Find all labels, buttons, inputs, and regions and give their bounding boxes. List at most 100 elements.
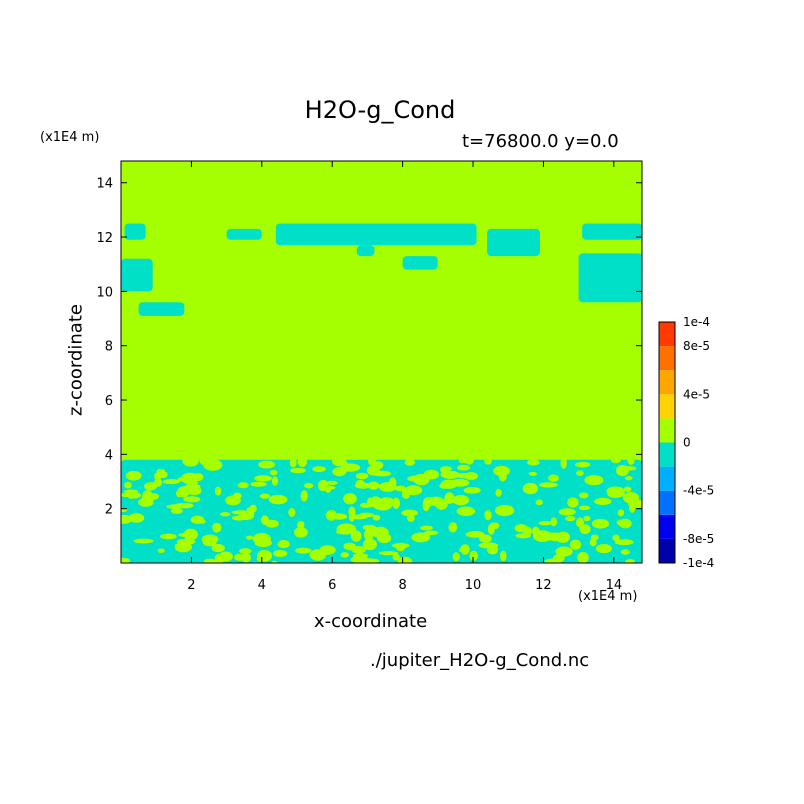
texture-blob [268,494,288,505]
texture-blob [495,488,502,497]
x-tick-label: 12 [535,578,552,593]
texture-blob [160,533,177,540]
colorbar-tick-label: 8e-5 [683,339,710,353]
texture-blob [177,486,190,498]
texture-blob [154,472,162,481]
texture-blob [293,527,308,538]
colorbar-segment [659,442,675,467]
y-axis-label: z-coordinate [65,304,87,416]
texture-blob [589,538,597,547]
texture-blob [576,470,584,476]
texture-blob [128,513,145,523]
texture-blob [461,456,474,464]
texture-blob [245,535,254,540]
texture-blob [527,459,540,466]
texture-blob [452,495,470,506]
plot-frame [120,160,643,564]
texture-blob [198,519,206,524]
colorbar-segment [659,514,675,539]
texture-blob [144,482,158,491]
texture-blob [550,517,558,527]
texture-blob [420,525,433,531]
texture-blob [156,468,165,474]
texture-blob [166,504,184,509]
texture-blob [493,465,511,477]
contour-region [582,223,642,240]
y-tick-label: 4 [105,448,113,463]
contour-region [402,256,438,270]
contour-region [578,253,642,303]
texture-blob [254,475,272,482]
colorbar-segment [659,322,675,347]
texture-blob [440,471,447,478]
texture-blob [355,479,365,488]
texture-blob [121,514,133,524]
texture-blob [595,544,613,554]
texture-blob [154,478,163,487]
chart-subtitle: t=76800.0 y=0.0 [462,131,619,152]
texture-blob [377,532,392,544]
texture-blob [538,482,558,488]
texture-blob [459,547,469,553]
texture-blob [584,475,604,486]
texture-blob [297,521,305,529]
texture-blob [558,508,576,516]
texture-blob [162,479,180,485]
texture-blob [297,456,308,468]
texture-blob [607,489,624,499]
colorbar-tick-label: -4e-5 [683,484,714,498]
texture-blob [184,483,201,489]
x-tick-label: 6 [328,578,336,593]
texture-blob [246,507,254,513]
texture-blob [456,506,476,516]
texture-blob [484,510,492,521]
texture-blob [623,486,632,492]
texture-blob [548,532,564,542]
texture-blob [277,540,290,549]
y-axis-unit: (x1E4 m) [40,130,100,145]
texture-blob [368,455,377,467]
texture-blob [487,523,495,535]
texture-blob [465,530,485,538]
texture-blob [272,549,288,558]
texture-blob [319,545,336,555]
texture-blob [407,514,415,522]
x-tick-label: 4 [258,578,266,593]
colorbar-frame [658,321,676,564]
contour-region [356,245,375,257]
colorbar-tick-label: -8e-5 [683,532,714,546]
colorbar-segment [659,346,675,371]
texture-blob [289,457,297,468]
texture-blob [367,465,380,476]
texture-blob [254,538,272,548]
texture-blob [577,551,589,563]
texture-blob [378,551,399,556]
texture-blob [575,517,584,528]
texture-blob [567,497,579,508]
texture-blob [231,510,252,515]
y-tick-label: 6 [105,394,113,409]
x-tick-label: 14 [606,578,623,593]
texture-blob [395,485,407,492]
texture-blob [211,544,225,553]
texture-blob [424,530,439,536]
texture-blob [579,492,589,499]
texture-blob [548,474,559,482]
contour-region [121,258,153,292]
texture-blob [624,476,633,481]
texture-blob [360,558,380,563]
texture-blob [378,482,398,492]
texture-blob [575,461,591,468]
texture-blob [271,476,279,486]
texture-blob [359,502,372,508]
x-tick-label: 8 [398,578,406,593]
texture-blob [591,518,609,529]
texture-blob [411,532,431,543]
texture-blob [269,469,278,476]
texture-blob [271,560,278,563]
texture-blob [340,552,349,558]
texture-blob [478,542,499,549]
texture-blob [312,466,326,473]
texture-blob [528,471,538,476]
